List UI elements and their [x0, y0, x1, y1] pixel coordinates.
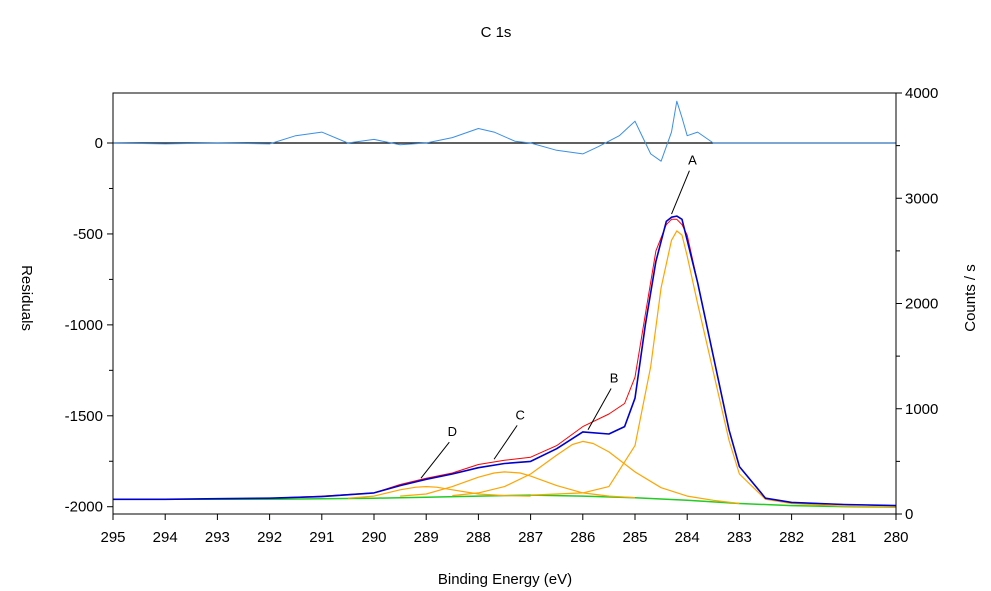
chart-title: C 1s — [481, 24, 512, 41]
right-y-tick-label: 4000 — [905, 85, 938, 102]
left-y-tick-label: -500 — [73, 226, 103, 243]
x-tick-label: 280 — [883, 529, 908, 546]
component-a-line — [530, 230, 897, 508]
left-y-tick-label: -1500 — [65, 408, 103, 425]
x-tick-label: 290 — [361, 529, 386, 546]
x-tick-label: 283 — [727, 529, 752, 546]
annotation-label-a: A — [688, 153, 697, 168]
left-y-axis: 0 -500 -1000 -1500 -2000 — [65, 135, 113, 516]
annotation-leader-d — [420, 441, 450, 479]
x-tick-label: 291 — [309, 529, 334, 546]
plot-frame — [112, 92, 897, 515]
plot-area — [112, 100, 897, 508]
annotation-leader-c — [493, 425, 518, 460]
left-y-tick-label: -2000 — [65, 499, 103, 516]
right-y-tick-label: 3000 — [905, 190, 938, 207]
component-d-line — [347, 486, 531, 499]
x-tick-label: 294 — [153, 529, 178, 546]
x-tick-label: 293 — [205, 529, 230, 546]
x-axis-title: Binding Energy (eV) — [438, 571, 572, 588]
x-tick-label: 281 — [831, 529, 856, 546]
x-tick-label: 295 — [100, 529, 125, 546]
fit-envelope-line — [113, 215, 897, 507]
x-axis: 295 294 293 292 291 290 289 288 287 286 285 284 283 2… — [100, 514, 909, 546]
component-c-line — [400, 471, 636, 499]
annotation-label-c: C — [515, 407, 524, 422]
x-tick-label: 284 — [675, 529, 700, 546]
peak-annotations: A B C D — [420, 153, 697, 479]
left-y-tick-label: 0 — [95, 135, 103, 152]
measured-spectrum-line — [113, 218, 897, 507]
left-y-tick-label: -1000 — [65, 317, 103, 334]
x-tick-label: 282 — [779, 529, 804, 546]
annotation-leader-b — [587, 388, 612, 431]
right-y-tick-label: 0 — [905, 506, 913, 523]
x-tick-label: 285 — [622, 529, 647, 546]
right-y-tick-label: 2000 — [905, 296, 938, 313]
x-tick-label: 287 — [518, 529, 543, 546]
right-y-tick-label: 1000 — [905, 401, 938, 418]
left-y-axis-title: Residuals — [18, 265, 35, 331]
component-b-line — [452, 440, 740, 505]
right-y-axis-title: Counts / s — [962, 264, 979, 332]
annotation-label-d: D — [448, 424, 457, 439]
x-tick-label: 292 — [257, 529, 282, 546]
residuals-line — [112, 100, 896, 162]
background-line — [113, 494, 897, 508]
x-tick-label: 286 — [570, 529, 595, 546]
annotation-leader-a — [671, 170, 690, 215]
right-y-axis: 4000 3000 2000 1000 0 — [896, 85, 938, 523]
annotation-label-b: B — [610, 371, 619, 386]
x-tick-label: 289 — [414, 529, 439, 546]
x-tick-label: 288 — [466, 529, 491, 546]
